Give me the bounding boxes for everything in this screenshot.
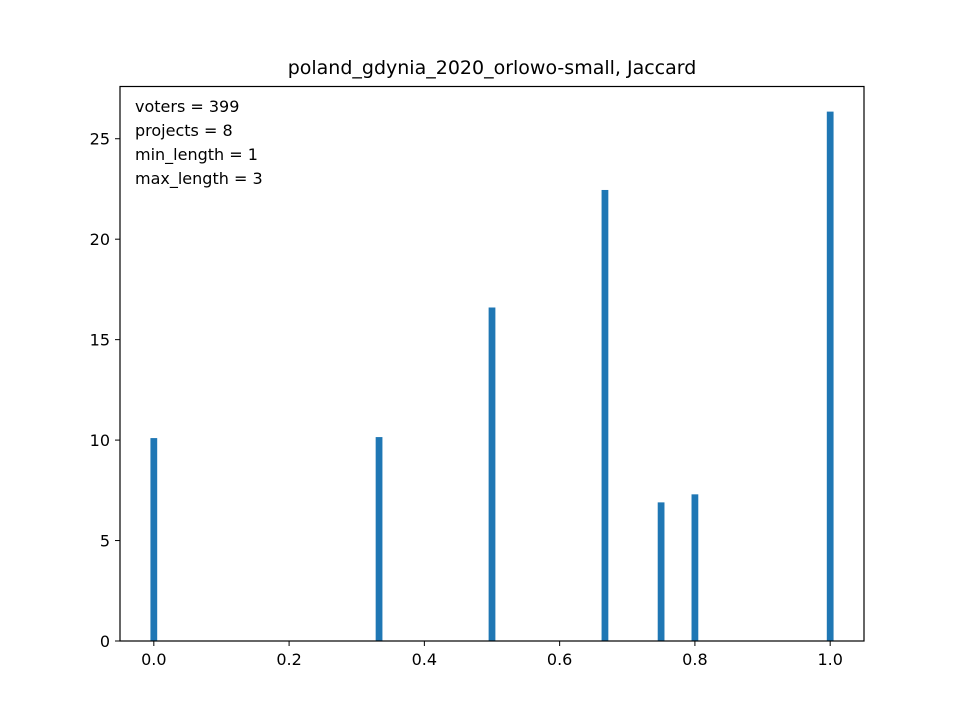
bar bbox=[601, 189, 609, 641]
y-tick-label: 20 bbox=[90, 230, 110, 249]
bar bbox=[150, 438, 158, 641]
plot-frame bbox=[119, 85, 865, 642]
stats-annotation: voters = 399 projects = 8 min_length = 1… bbox=[135, 97, 263, 189]
annotation-projects: projects = 8 bbox=[135, 121, 233, 140]
bar bbox=[657, 502, 665, 641]
annotation-voters: voters = 399 bbox=[135, 97, 239, 116]
annotation-max-length: max_length = 3 bbox=[135, 169, 263, 189]
bars-group bbox=[150, 111, 834, 642]
x-tick-label: 0.8 bbox=[682, 650, 707, 669]
bar bbox=[375, 437, 383, 641]
x-tick-label: 0.2 bbox=[276, 650, 301, 669]
bar bbox=[488, 307, 496, 641]
y-tick-label: 0 bbox=[100, 632, 110, 651]
bar bbox=[691, 494, 699, 641]
bar bbox=[826, 111, 834, 642]
x-tick-label: 0.0 bbox=[141, 650, 166, 669]
x-tick-label: 1.0 bbox=[817, 650, 842, 669]
y-tick-label: 5 bbox=[100, 532, 110, 551]
x-tick-label: 0.6 bbox=[547, 650, 572, 669]
y-tick-label: 10 bbox=[90, 431, 110, 450]
y-tick-label: 15 bbox=[90, 331, 110, 350]
y-tick-label: 25 bbox=[90, 130, 110, 149]
annotation-min-length: min_length = 1 bbox=[135, 145, 258, 165]
y-axis: 0 5 10 15 20 25 bbox=[90, 130, 120, 651]
x-tick-label: 0.4 bbox=[412, 650, 437, 669]
x-axis: 0.0 0.2 0.4 0.6 0.8 1.0 bbox=[141, 641, 843, 669]
chart-title: poland_gdynia_2020_orlowo-small, Jaccard bbox=[288, 57, 697, 79]
